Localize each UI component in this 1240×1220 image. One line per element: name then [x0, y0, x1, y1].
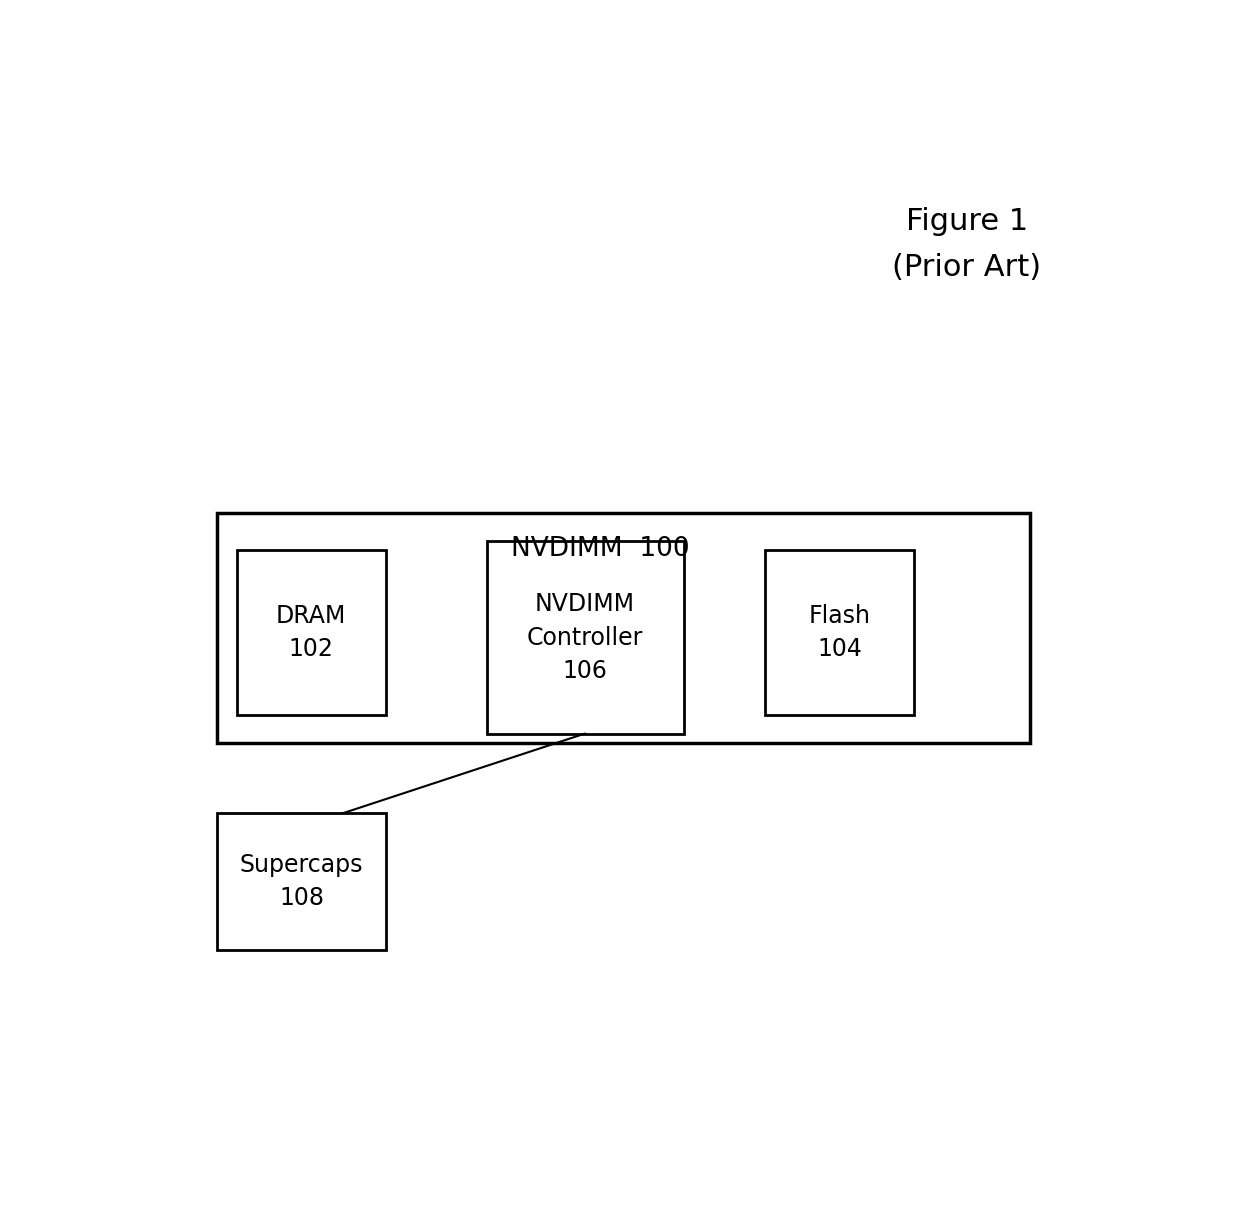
Bar: [237, 550, 386, 715]
Text: Flash
104: Flash 104: [808, 604, 870, 661]
Text: Figure 1: Figure 1: [906, 207, 1028, 237]
Text: NVDIMM
Controller
106: NVDIMM Controller 106: [527, 592, 644, 683]
Bar: [765, 550, 914, 715]
Bar: [217, 512, 1029, 743]
Text: (Prior Art): (Prior Art): [893, 253, 1042, 282]
Text: DRAM
102: DRAM 102: [277, 604, 346, 661]
Bar: [486, 540, 683, 733]
Bar: [217, 814, 386, 949]
Text: NVDIMM  100: NVDIMM 100: [511, 537, 689, 562]
Text: Supercaps
108: Supercaps 108: [239, 853, 363, 910]
